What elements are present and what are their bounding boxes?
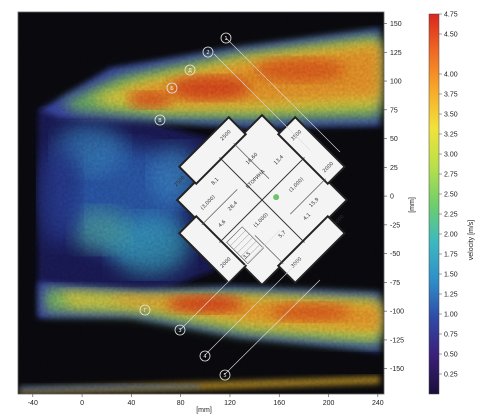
axis-marker-label: Д xyxy=(188,68,192,74)
y-tick-label: 100 xyxy=(390,79,402,86)
y-tick-label: -125 xyxy=(390,337,404,344)
y-tick-label: 0 xyxy=(390,194,394,201)
colorbar-tick-label: 0.25 xyxy=(444,372,458,379)
colorbar-tick-label: 3.00 xyxy=(444,152,458,159)
colorbar-tick-label: 2.25 xyxy=(444,212,458,219)
colorbar-tick-label: 2.75 xyxy=(444,172,458,179)
colorbar-tick-label: 3.75 xyxy=(444,92,458,99)
y-tick-label: -25 xyxy=(390,222,400,229)
y-tick-label: 75 xyxy=(390,107,398,114)
y-tick-label: 25 xyxy=(390,165,398,172)
colorbar-tick-label: 2.00 xyxy=(444,232,458,239)
x-tick-label: 80 xyxy=(177,400,185,407)
y-tick-label: 125 xyxy=(390,50,402,57)
x-tick-label: 200 xyxy=(323,400,335,407)
axis-marker-label: Г xyxy=(143,308,146,314)
axis-marker-label: 2 xyxy=(206,50,209,56)
y-tick-label: -50 xyxy=(390,251,400,258)
x-tick-label: 160 xyxy=(273,400,285,407)
colorbar-tick-label: 4.00 xyxy=(444,72,458,79)
colorbar-tick-label: 3.50 xyxy=(444,112,458,119)
y-tick-label: 150 xyxy=(390,21,402,28)
axis-marker-label: 1 xyxy=(224,36,227,42)
colorbar-tick-label: 0.50 xyxy=(444,352,458,359)
colorbar-tick-label: 1.50 xyxy=(444,272,458,279)
axis-marker-label: 5 xyxy=(223,373,226,379)
y-tick-label: -150 xyxy=(390,366,404,373)
x-tick-label: 0 xyxy=(80,400,84,407)
y-tick-label: -75 xyxy=(390,280,400,287)
x-axis: -40 0 40 80 120 160 200 240 xyxy=(28,394,384,407)
colorbar-tick-label: 0.75 xyxy=(444,332,458,339)
y-axis-label: [mm] xyxy=(409,197,416,213)
axis-marker-label: 3 xyxy=(178,328,181,334)
x-tick-label: 240 xyxy=(372,400,384,407)
colorbar-tick-label: 2.50 xyxy=(444,192,458,199)
x-tick-label: -40 xyxy=(28,400,38,407)
y-tick-label: 50 xyxy=(390,136,398,143)
colorbar-tick-label: 1.25 xyxy=(444,292,458,299)
colorbar-tick-label: 1.00 xyxy=(444,312,458,319)
colorbar-tick-label: 1.75 xyxy=(444,252,458,259)
colorbar xyxy=(429,14,439,394)
axis-marker-label: Б xyxy=(170,86,174,92)
colorbar-tick-label: 3.25 xyxy=(444,132,458,139)
colorbar-tick-label: 4.50 xyxy=(444,32,458,39)
axis-marker-label: 4 xyxy=(203,354,206,360)
y-axis: 150 125 100 75 50 25 0 -25 -50 -75 -100 -125 -150 xyxy=(384,21,404,373)
x-tick-label: 120 xyxy=(224,400,236,407)
x-tick-label: 40 xyxy=(127,400,135,407)
x-axis-label: [mm] xyxy=(196,407,212,414)
colorbar-label: velocity [m/s] xyxy=(468,220,475,261)
colorbar-ticks: 4.75 4.50 4.00 3.75 3.50 3.25 3.00 2.75 2.50 2.25… xyxy=(439,12,458,379)
colorbar-tick-label: 4.75 xyxy=(444,12,458,19)
y-tick-label: -100 xyxy=(390,309,404,316)
axis-marker-label: В xyxy=(158,118,162,124)
